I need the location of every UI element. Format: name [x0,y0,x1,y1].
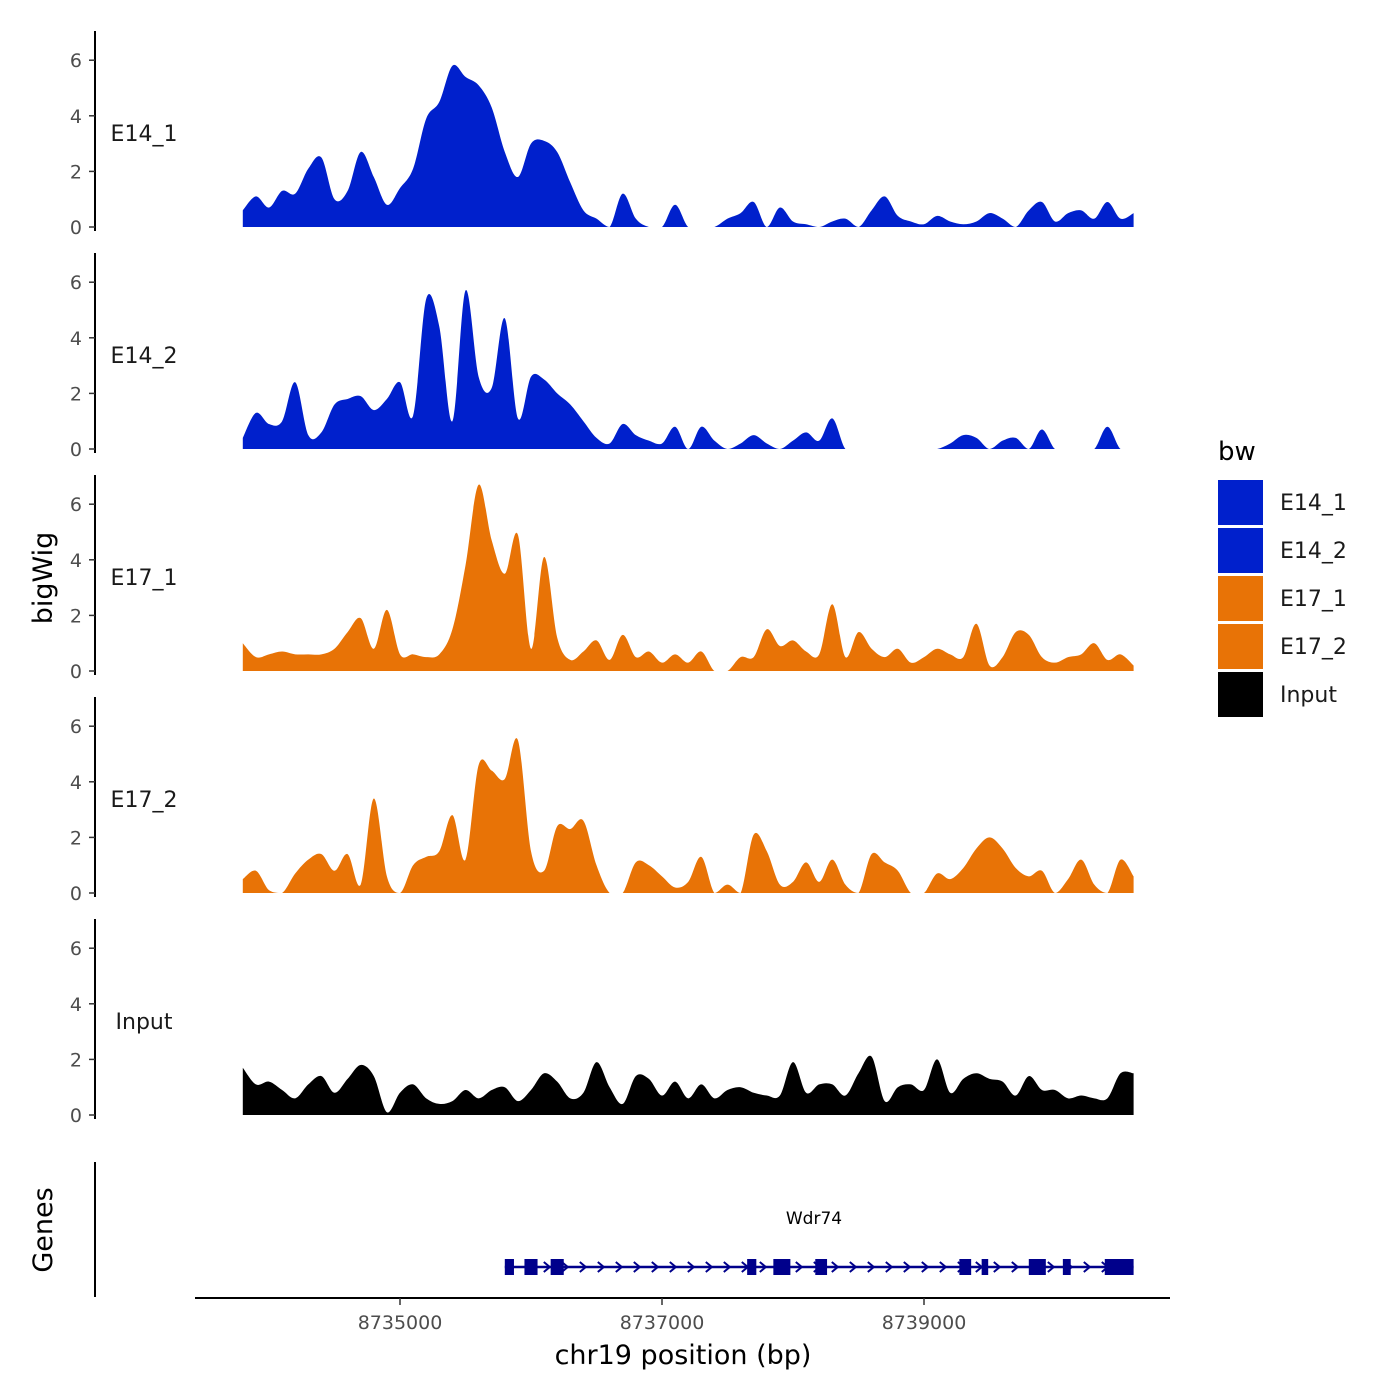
coverage-area-Input [242,1055,1134,1115]
gene-exon [773,1259,791,1275]
legend-label-E17_1: E17_1 [1280,587,1347,612]
legend-swatch-E17_2 [1218,624,1263,669]
y-tick-label: 6 [70,938,82,960]
legend-swatch-Input [1218,672,1263,717]
strand-arrow [579,1261,588,1273]
strand-arrow [1047,1261,1056,1273]
strand-arrow [687,1261,696,1273]
legend-label-E14_2: E14_2 [1280,539,1347,564]
coverage-area-E17_2 [242,738,1134,893]
strand-arrow [615,1261,624,1273]
coverage-area-E14_2 [242,290,1134,449]
strand-arrow [867,1261,876,1273]
strand-arrow [633,1261,642,1273]
legend-label-E17_2: E17_2 [1280,635,1347,660]
track-E14_1: 0 2 4 6 E14_1 [70,31,1134,239]
x-tick-label: 8735000 [358,1312,443,1334]
gene-exon [815,1259,828,1275]
track-label: E14_1 [111,122,178,147]
y-tick-label: 4 [70,994,82,1016]
gene-name-label: Wdr74 [786,1209,842,1229]
track-label: E14_2 [111,344,178,369]
gene-panel: Genes Wdr74 [28,1162,1134,1297]
strand-arrow [885,1261,894,1273]
strand-arrow [543,1261,552,1273]
strand-arrow [831,1261,840,1273]
legend: bw E14_1 E14_2 E17_1 E17_2 Input [1218,437,1347,717]
gene-exon [524,1259,538,1275]
x-tick-label: 8739000 [882,1312,967,1334]
strand-arrow [759,1261,768,1273]
strand-arrow [795,1261,804,1273]
legend-swatch-E17_1 [1218,576,1263,621]
gene-exon [959,1259,972,1275]
strand-arrow [993,1261,1002,1273]
gene-exon [747,1259,757,1275]
legend-label-Input: Input [1280,683,1337,708]
y-tick-label: 2 [70,827,82,849]
y-tick-label: 2 [70,1049,82,1071]
strand-arrow [903,1261,912,1273]
track-Input: 0 2 4 6 Input [70,919,1134,1127]
gene-exon [504,1259,514,1275]
strand-arrow [849,1261,858,1273]
strand-arrow [705,1261,714,1273]
track-E17_2: 0 2 4 6 E17_2 [70,697,1134,905]
track-E17_1: 0 2 4 6 E17_1 [70,475,1134,683]
x-axis: 8735000 8737000 8739000 chr19 position (bp… [195,1297,1170,1371]
legend-title: bw [1218,437,1256,467]
gene-exon [1062,1259,1071,1275]
x-axis-title: chr19 position (bp) [555,1340,812,1371]
gene-exon [1028,1259,1046,1275]
gene-model [504,1259,1134,1275]
track-label: E17_1 [111,566,178,591]
y-tick-label: 6 [70,272,82,294]
strand-arrow [921,1261,930,1273]
y-tick-label: 6 [70,716,82,738]
y-tick-label: 0 [70,1105,82,1127]
y-tick-label: 2 [70,161,82,183]
strand-arrow [1011,1261,1020,1273]
strand-arrow [723,1261,732,1273]
gene-panel-title: Genes [28,1187,59,1272]
track-label: E17_2 [111,788,178,813]
strand-arrow [597,1261,606,1273]
coverage-tracks: 0 2 4 6 E14_1 0 2 4 6 E14_2 0 2 4 6 E17_1 0 2 4 6 E17_2 0 2 4 6… [70,31,1134,1127]
y-axis-title: bigWig [28,532,59,625]
x-tick-label: 8737000 [620,1312,705,1334]
y-tick-label: 4 [70,550,82,572]
track-E14_2: 0 2 4 6 E14_2 [70,253,1134,461]
track-label: Input [116,1010,173,1035]
strand-arrow [939,1261,948,1273]
legend-swatch-E14_2 [1218,528,1263,573]
y-tick-label: 6 [70,494,82,516]
coverage-area-E17_1 [242,484,1134,671]
strand-arrow [1083,1261,1092,1273]
y-tick-label: 0 [70,883,82,905]
y-tick-label: 0 [70,661,82,683]
strand-arrow [669,1261,678,1273]
strand-arrow [561,1261,570,1273]
strand-arrow [651,1261,660,1273]
y-tick-label: 0 [70,439,82,461]
y-tick-label: 4 [70,772,82,794]
gene-exon [550,1259,564,1275]
y-tick-label: 6 [70,50,82,72]
y-tick-label: 4 [70,106,82,128]
y-tick-label: 2 [70,605,82,627]
legend-label-E14_1: E14_1 [1280,491,1347,516]
y-tick-label: 2 [70,383,82,405]
gene-exon [1104,1259,1134,1275]
coverage-area-E14_1 [242,64,1134,227]
y-tick-label: 0 [70,217,82,239]
y-tick-label: 4 [70,328,82,350]
gene-exon [981,1259,989,1275]
legend-swatch-E14_1 [1218,480,1263,525]
